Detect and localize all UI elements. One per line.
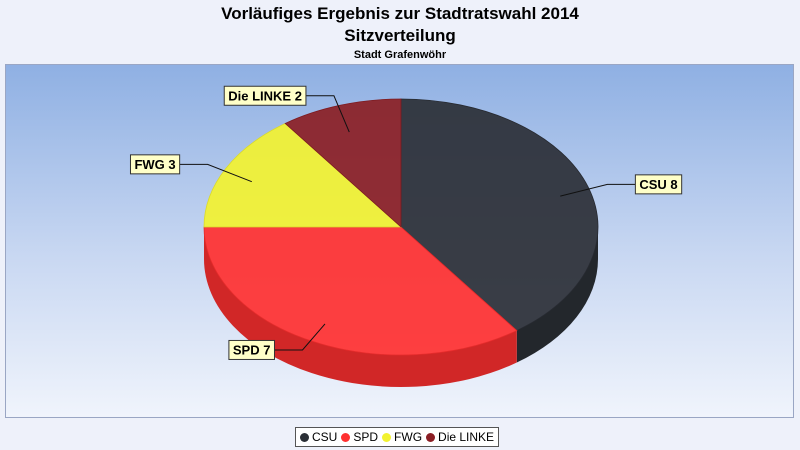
legend-swatch-fwg (382, 432, 392, 442)
legend-label-die-linke: Die LINKE (438, 430, 495, 444)
slice-label-fwg: FWG 3 (134, 157, 175, 172)
pie-chart: CSU 8 SPD 7 FWG 3 Die LINKE 2 (129, 85, 683, 387)
slice-label-box-die-linke (223, 85, 307, 106)
legend-swatch-die-linke (426, 432, 436, 442)
leader-line-csu (560, 183, 636, 197)
legend-item-die-linke: Die LINKE (426, 430, 494, 444)
slice-label-box-fwg (129, 154, 181, 175)
legend-item-csu: CSU (300, 430, 337, 444)
pie-slice-csu (400, 98, 599, 332)
slice-label-die-linke: Die LINKE 2 (228, 88, 302, 103)
leader-line-fwg (179, 163, 252, 183)
leader-line-die-linke (305, 95, 350, 133)
legend-item-fwg: FWG (382, 430, 422, 444)
slice-label-box-csu (634, 174, 683, 195)
pie-slice-spd (203, 226, 518, 356)
slice-label-csu: CSU 8 (639, 177, 677, 192)
chart-subtitle: Sitzverteilung (344, 26, 456, 45)
chart-location: Stadt Grafenwöhr (353, 49, 447, 61)
pie-highlight (204, 224, 598, 227)
slice-label-box-spd (228, 339, 275, 360)
slice-labels: CSU 8 SPD 7 FWG 3 Die LINKE 2 (129, 85, 683, 360)
pie-slices (203, 98, 599, 356)
pie-side-csu (516, 227, 598, 363)
legend: CSU SPD FWG Die LINKE (295, 427, 500, 447)
legend-swatch-csu (300, 432, 309, 442)
pie-sides (204, 227, 598, 387)
legend-swatch-spd (341, 432, 351, 442)
legend-item-spd: SPD (341, 430, 378, 444)
legend-label-csu: CSU (312, 430, 338, 444)
slice-label-spd: SPD 7 (233, 342, 271, 357)
chart-title: Vorläufiges Ergebnis zur Stadtratswahl 2… (221, 4, 579, 23)
pie-side-spd (204, 227, 517, 387)
leader-line-spd (274, 323, 326, 351)
plot-area: CSU 8 SPD 7 FWG 3 Die LINKE 2 (5, 64, 794, 418)
pie-slice-fwg (203, 122, 403, 228)
legend-label-spd: SPD (353, 430, 379, 444)
pie-slice-die-linke (284, 98, 402, 228)
legend-label-fwg: FWG (394, 430, 423, 444)
